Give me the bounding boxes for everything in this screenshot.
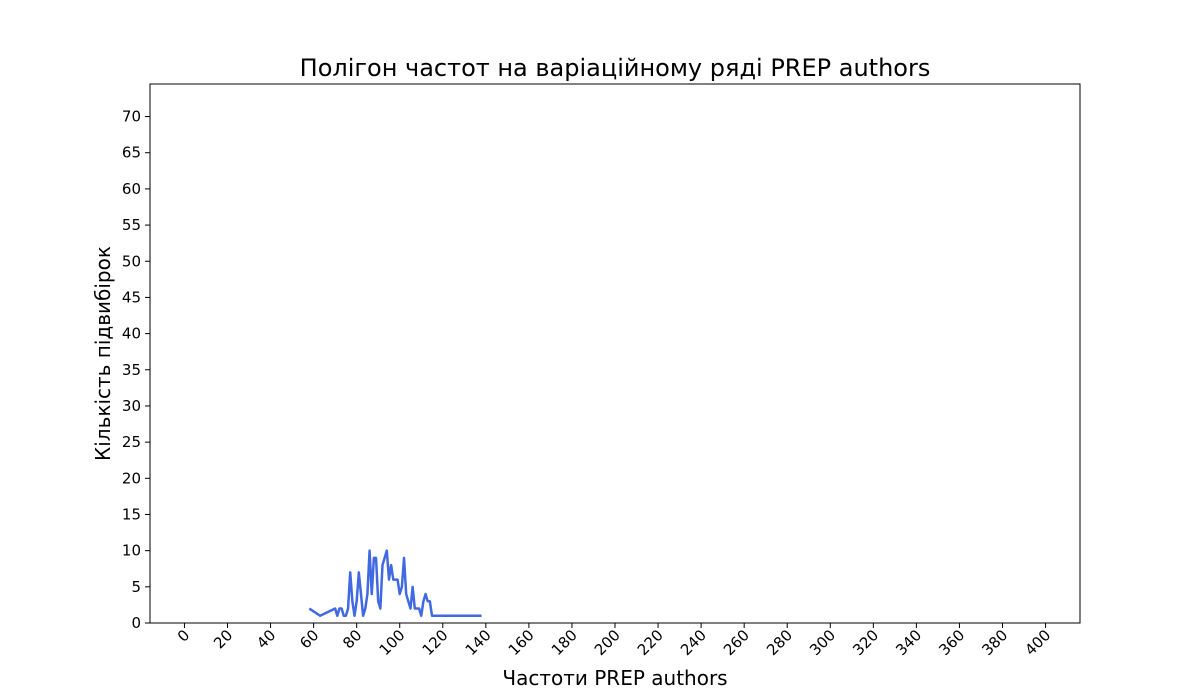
x-tick-label: 80 [339, 626, 365, 652]
y-tick-label: 55 [122, 216, 141, 234]
y-axis: 0 5 10 15 20 25 30 35 40 45 50 55 60 65 70 [122, 108, 150, 632]
y-tick-label: 25 [122, 433, 141, 451]
x-tick-label: 200 [591, 626, 624, 659]
series-line [308, 549, 482, 618]
x-tick-label: 380 [978, 626, 1011, 659]
y-tick-label: 10 [122, 542, 141, 560]
x-tick-label: 60 [296, 626, 322, 652]
x-tick-label: 120 [419, 626, 452, 659]
x-tick-label: 260 [720, 626, 753, 659]
x-tick-label: 360 [935, 626, 968, 659]
y-tick-label: 20 [122, 469, 141, 487]
y-tick-label: 70 [122, 108, 141, 126]
y-tick-label: 0 [131, 614, 141, 632]
y-tick-label: 35 [122, 361, 141, 379]
x-axis: 0 20 40 60 80 100 120 140 160 180 200 220 240 260 280 3… [174, 623, 1054, 659]
y-tick-label: 65 [122, 144, 141, 162]
y-axis-label: Кількість підвибірок [91, 246, 115, 461]
x-tick-label: 280 [763, 626, 796, 659]
chart-title: Полігон частот на варіаційному ряді PREP… [300, 54, 931, 82]
x-tick-label: 40 [253, 626, 279, 652]
x-tick-label: 300 [806, 626, 839, 659]
y-tick-label: 15 [122, 505, 141, 523]
x-axis-label: Частоти PREP authors [502, 666, 727, 690]
x-tick-label: 100 [376, 626, 409, 659]
y-tick-label: 50 [122, 252, 141, 270]
x-tick-label: 160 [505, 626, 538, 659]
y-tick-label: 60 [122, 180, 141, 198]
x-tick-label: 180 [548, 626, 581, 659]
plot-area: 0 5 10 15 20 25 30 35 40 45 50 55 60 65 70 0 20 40 60 80 10… [122, 83, 1081, 659]
y-tick-label: 40 [122, 325, 141, 343]
x-tick-label: 320 [849, 626, 882, 659]
x-tick-label: 20 [210, 626, 236, 652]
plot-frame [149, 83, 1081, 624]
x-tick-label: 0 [174, 626, 193, 645]
x-tick-label: 340 [892, 626, 925, 659]
y-tick-label: 45 [122, 288, 141, 306]
x-tick-label: 140 [462, 626, 495, 659]
x-tick-label: 400 [1021, 626, 1054, 659]
x-tick-label: 220 [634, 626, 667, 659]
x-tick-label: 240 [677, 626, 710, 659]
y-tick-label: 30 [122, 397, 141, 415]
y-tick-label: 5 [131, 578, 141, 596]
